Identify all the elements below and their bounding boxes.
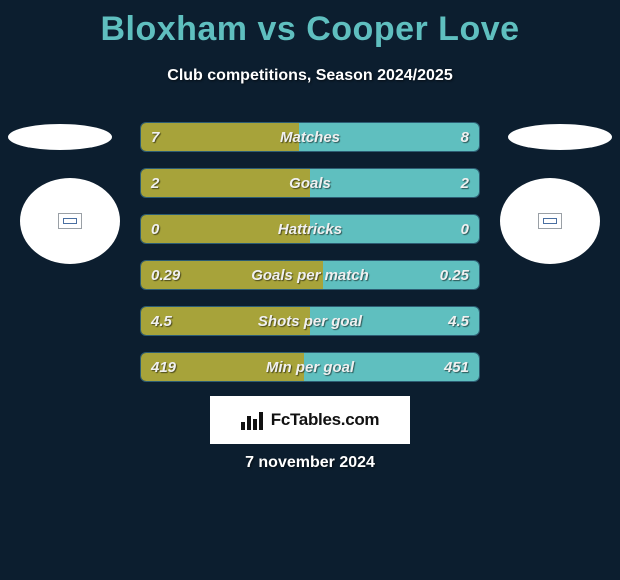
bars-icon bbox=[241, 410, 265, 430]
stat-bar: 4.54.5Shots per goal bbox=[140, 306, 480, 336]
stat-bar: 0.290.25Goals per match bbox=[140, 260, 480, 290]
player-left-ellipse bbox=[8, 124, 112, 150]
player-right-disc bbox=[500, 178, 600, 264]
player-right-ellipse bbox=[508, 124, 612, 150]
player-left-disc bbox=[20, 178, 120, 264]
stat-bar: 00Hattricks bbox=[140, 214, 480, 244]
stat-label: Goals per match bbox=[141, 261, 479, 290]
page-subtitle: Club competitions, Season 2024/2025 bbox=[0, 67, 620, 85]
stats-container: 78Matches 22Goals 00Hattricks 0.290.25Goals… bbox=[140, 122, 480, 398]
stat-label: Goals bbox=[141, 169, 479, 198]
stat-label: Shots per goal bbox=[141, 307, 479, 336]
flag-icon bbox=[538, 213, 562, 229]
flag-icon bbox=[58, 213, 82, 229]
page-title: Bloxham vs Cooper Love bbox=[0, 0, 620, 49]
stat-label: Matches bbox=[141, 123, 479, 152]
stat-bar: 78Matches bbox=[140, 122, 480, 152]
stat-label: Hattricks bbox=[141, 215, 479, 244]
date-label: 7 november 2024 bbox=[0, 454, 620, 472]
stat-bar: 22Goals bbox=[140, 168, 480, 198]
brand-label: FcTables.com bbox=[271, 410, 380, 430]
stat-label: Min per goal bbox=[141, 353, 479, 382]
stat-bar: 419451Min per goal bbox=[140, 352, 480, 382]
brand-box[interactable]: FcTables.com bbox=[210, 396, 410, 444]
